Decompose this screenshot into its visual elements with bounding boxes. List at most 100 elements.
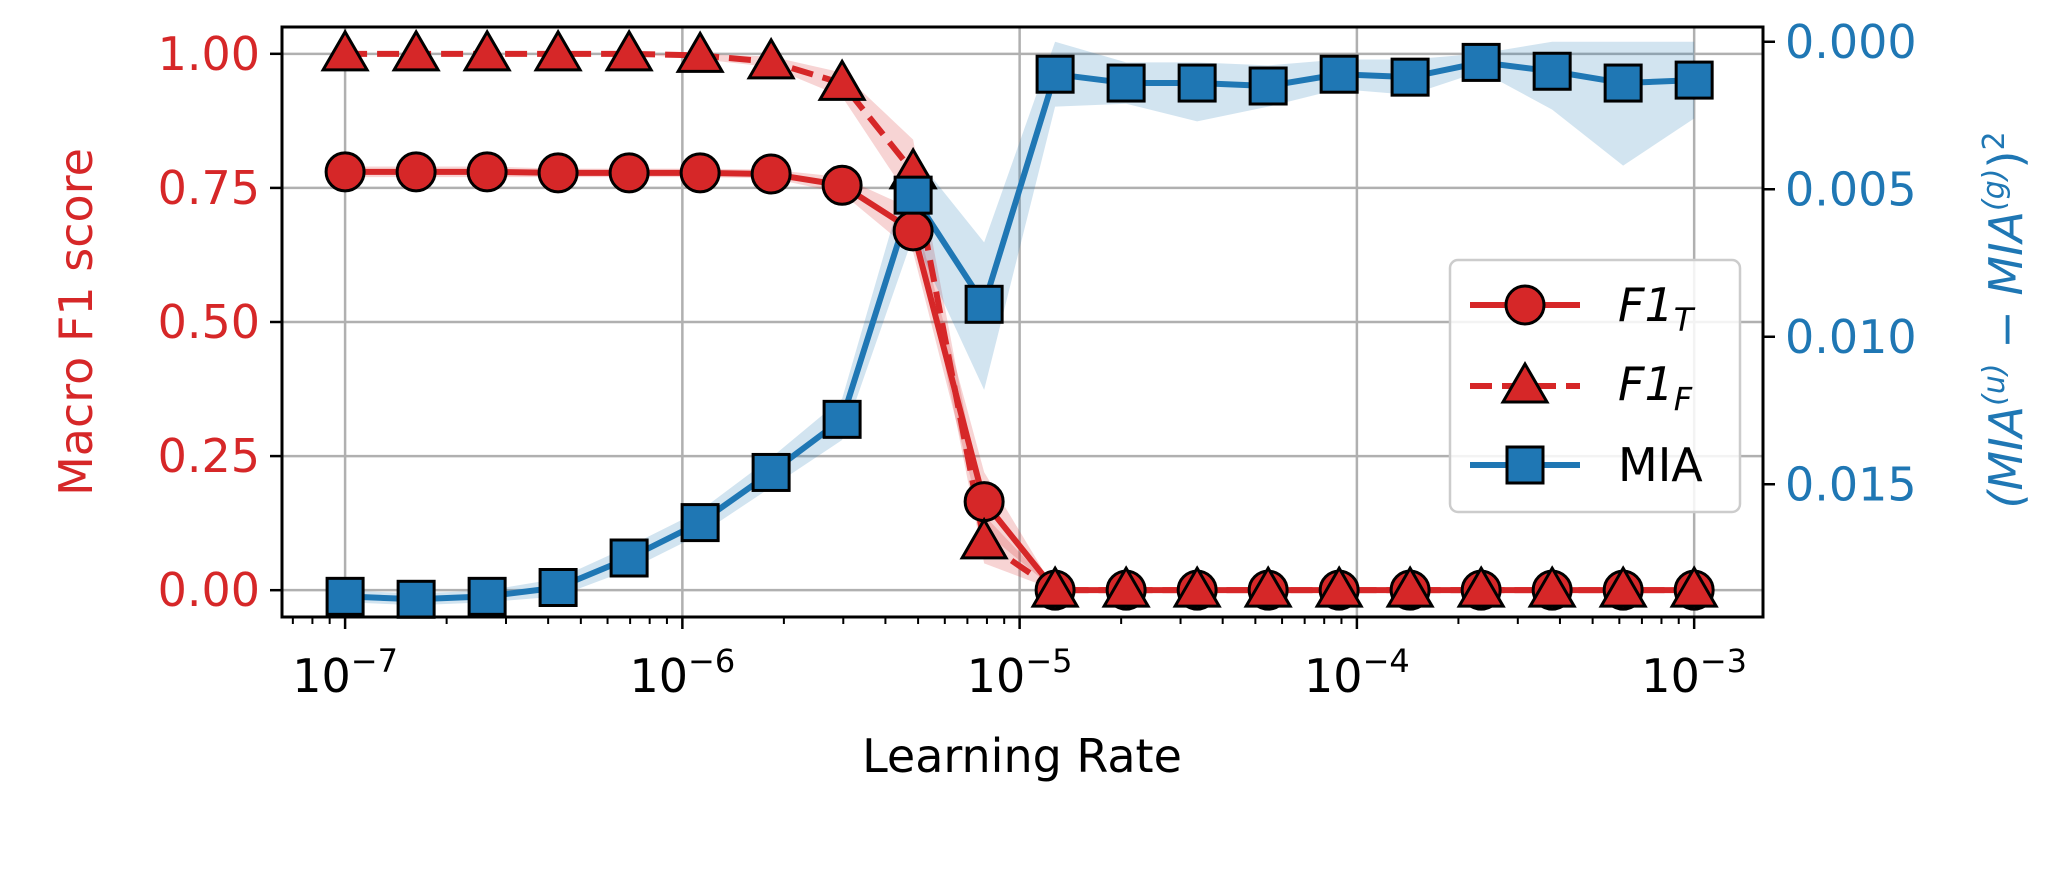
- point-mia: [822, 399, 862, 439]
- point-f1t: [324, 151, 366, 193]
- right-y-tick-label: 0.015: [1785, 457, 1917, 511]
- point-f1f: [462, 28, 512, 72]
- x-tick-base: 10: [630, 649, 689, 703]
- right-label-part-minus: − MIA: [1979, 211, 2033, 364]
- legend-f1t-sub: T: [1674, 301, 1696, 339]
- point-mia: [467, 576, 507, 616]
- point-f1t: [537, 152, 579, 194]
- point-f1f: [1385, 565, 1435, 608]
- point-f1f: [604, 28, 654, 72]
- x-tick-label: 10−5: [967, 642, 1073, 703]
- point-mia: [1674, 60, 1714, 100]
- point-f1f: [746, 36, 796, 80]
- right-label-part-u: (u): [1977, 363, 2012, 405]
- left-y-tick-label: 1.00: [158, 27, 260, 81]
- point-mia: [1106, 63, 1146, 103]
- legend-circle-marker: [1504, 284, 1546, 326]
- point-mia: [964, 284, 1004, 324]
- point-f1t: [679, 152, 721, 194]
- point-mia: [1177, 63, 1217, 103]
- legend-f1t-base: F1: [1618, 278, 1674, 332]
- point-mia: [325, 576, 365, 616]
- point-mia: [1461, 42, 1501, 82]
- right-y-tick-label: 0.010: [1785, 310, 1917, 364]
- point-f1f: [675, 30, 725, 73]
- point-f1t: [750, 153, 792, 195]
- x-tick-base: 10: [1641, 649, 1700, 703]
- legend-triangle-marker: [1500, 361, 1550, 404]
- series-markers: [320, 28, 1719, 619]
- point-f1f: [1101, 565, 1151, 608]
- point-mia: [1390, 57, 1430, 97]
- x-tick-exponent: −3: [1700, 642, 1747, 680]
- point-f1t: [466, 151, 508, 193]
- x-tick-exponent: −5: [1025, 642, 1072, 680]
- point-mia: [396, 579, 436, 619]
- point-mia: [609, 538, 649, 578]
- point-f1t: [892, 210, 934, 252]
- point-mia: [1248, 66, 1288, 106]
- x-axis-label: Learning Rate: [862, 729, 1182, 783]
- x-tick-base: 10: [1304, 649, 1363, 703]
- point-f1t: [608, 152, 650, 194]
- legend-f1f-sub: F: [1674, 380, 1693, 418]
- point-mia: [1532, 51, 1572, 91]
- point-mia: [1603, 63, 1643, 103]
- x-tick-label: 10−3: [1641, 642, 1747, 703]
- point-f1f: [1030, 565, 1080, 608]
- right-y-tick-label: 0.000: [1785, 15, 1917, 69]
- point-mia: [1319, 54, 1359, 94]
- point-f1t: [395, 151, 437, 193]
- point-f1f: [1598, 565, 1648, 608]
- legend: F1T F1F MIA: [1448, 258, 1742, 514]
- legend-item-f1t: F1T: [1470, 278, 1696, 339]
- legend-item-mia: MIA: [1470, 438, 1703, 492]
- right-label-part-square: 2: [1977, 131, 2012, 150]
- point-f1f: [1172, 565, 1222, 608]
- left-y-tick-label: 0.75: [158, 161, 260, 215]
- point-mia: [1035, 54, 1075, 94]
- point-f1t: [821, 164, 863, 206]
- point-f1f: [1456, 565, 1506, 608]
- point-f1f: [320, 28, 370, 72]
- right-label-part-close: ): [1979, 151, 2033, 169]
- point-mia: [538, 568, 578, 607]
- band-mia: [345, 41, 1695, 606]
- x-tick-label: 10−6: [630, 642, 736, 703]
- x-tick-base: 10: [292, 649, 351, 703]
- point-f1f: [1669, 565, 1719, 608]
- point-mia: [751, 452, 791, 492]
- left-y-tick-label: 0.50: [158, 295, 260, 349]
- right-label-part-g: (g): [1977, 168, 2012, 210]
- left-y-tick-label: 0.00: [158, 563, 260, 617]
- right-y-tick-label: 0.005: [1785, 162, 1917, 216]
- point-f1f: [1314, 565, 1364, 608]
- right-y-axis-label: (MIA(u) − MIA(g))2: [1977, 131, 2033, 508]
- point-mia: [893, 175, 933, 215]
- point-f1f: [1527, 565, 1577, 608]
- x-tick-base: 10: [967, 649, 1026, 703]
- point-f1f: [817, 58, 867, 101]
- left-y-tick-label: 0.25: [158, 429, 260, 483]
- x-tick-exponent: −7: [351, 642, 398, 680]
- x-tick-label: 10−4: [1304, 642, 1410, 703]
- svg-text:F1F: F1F: [1618, 357, 1693, 418]
- confidence-bands: [345, 41, 1695, 606]
- point-f1f: [959, 516, 1009, 560]
- point-f1t: [963, 481, 1005, 523]
- legend-square-marker: [1505, 445, 1545, 485]
- legend-f1f-base: F1: [1618, 357, 1674, 411]
- legend-mia-label: MIA: [1618, 438, 1703, 492]
- legend-item-f1f: F1F: [1470, 357, 1693, 418]
- left-y-axis-label: Macro F1 score: [49, 148, 103, 496]
- point-f1f: [533, 28, 583, 72]
- x-axis: 10−7 10−6 10−5 10−4 10−3: [291, 617, 1747, 703]
- right-y-axis: 0.000 0.005 0.010 0.015: [1763, 15, 1917, 511]
- point-f1f: [391, 28, 441, 72]
- x-tick-exponent: −6: [688, 642, 735, 680]
- right-label-part-open: (MIA: [1979, 406, 2033, 509]
- point-f1f: [1243, 565, 1293, 608]
- left-y-axis: 0.00 0.25 0.50 0.75 1.00: [158, 27, 282, 617]
- point-mia: [680, 503, 720, 543]
